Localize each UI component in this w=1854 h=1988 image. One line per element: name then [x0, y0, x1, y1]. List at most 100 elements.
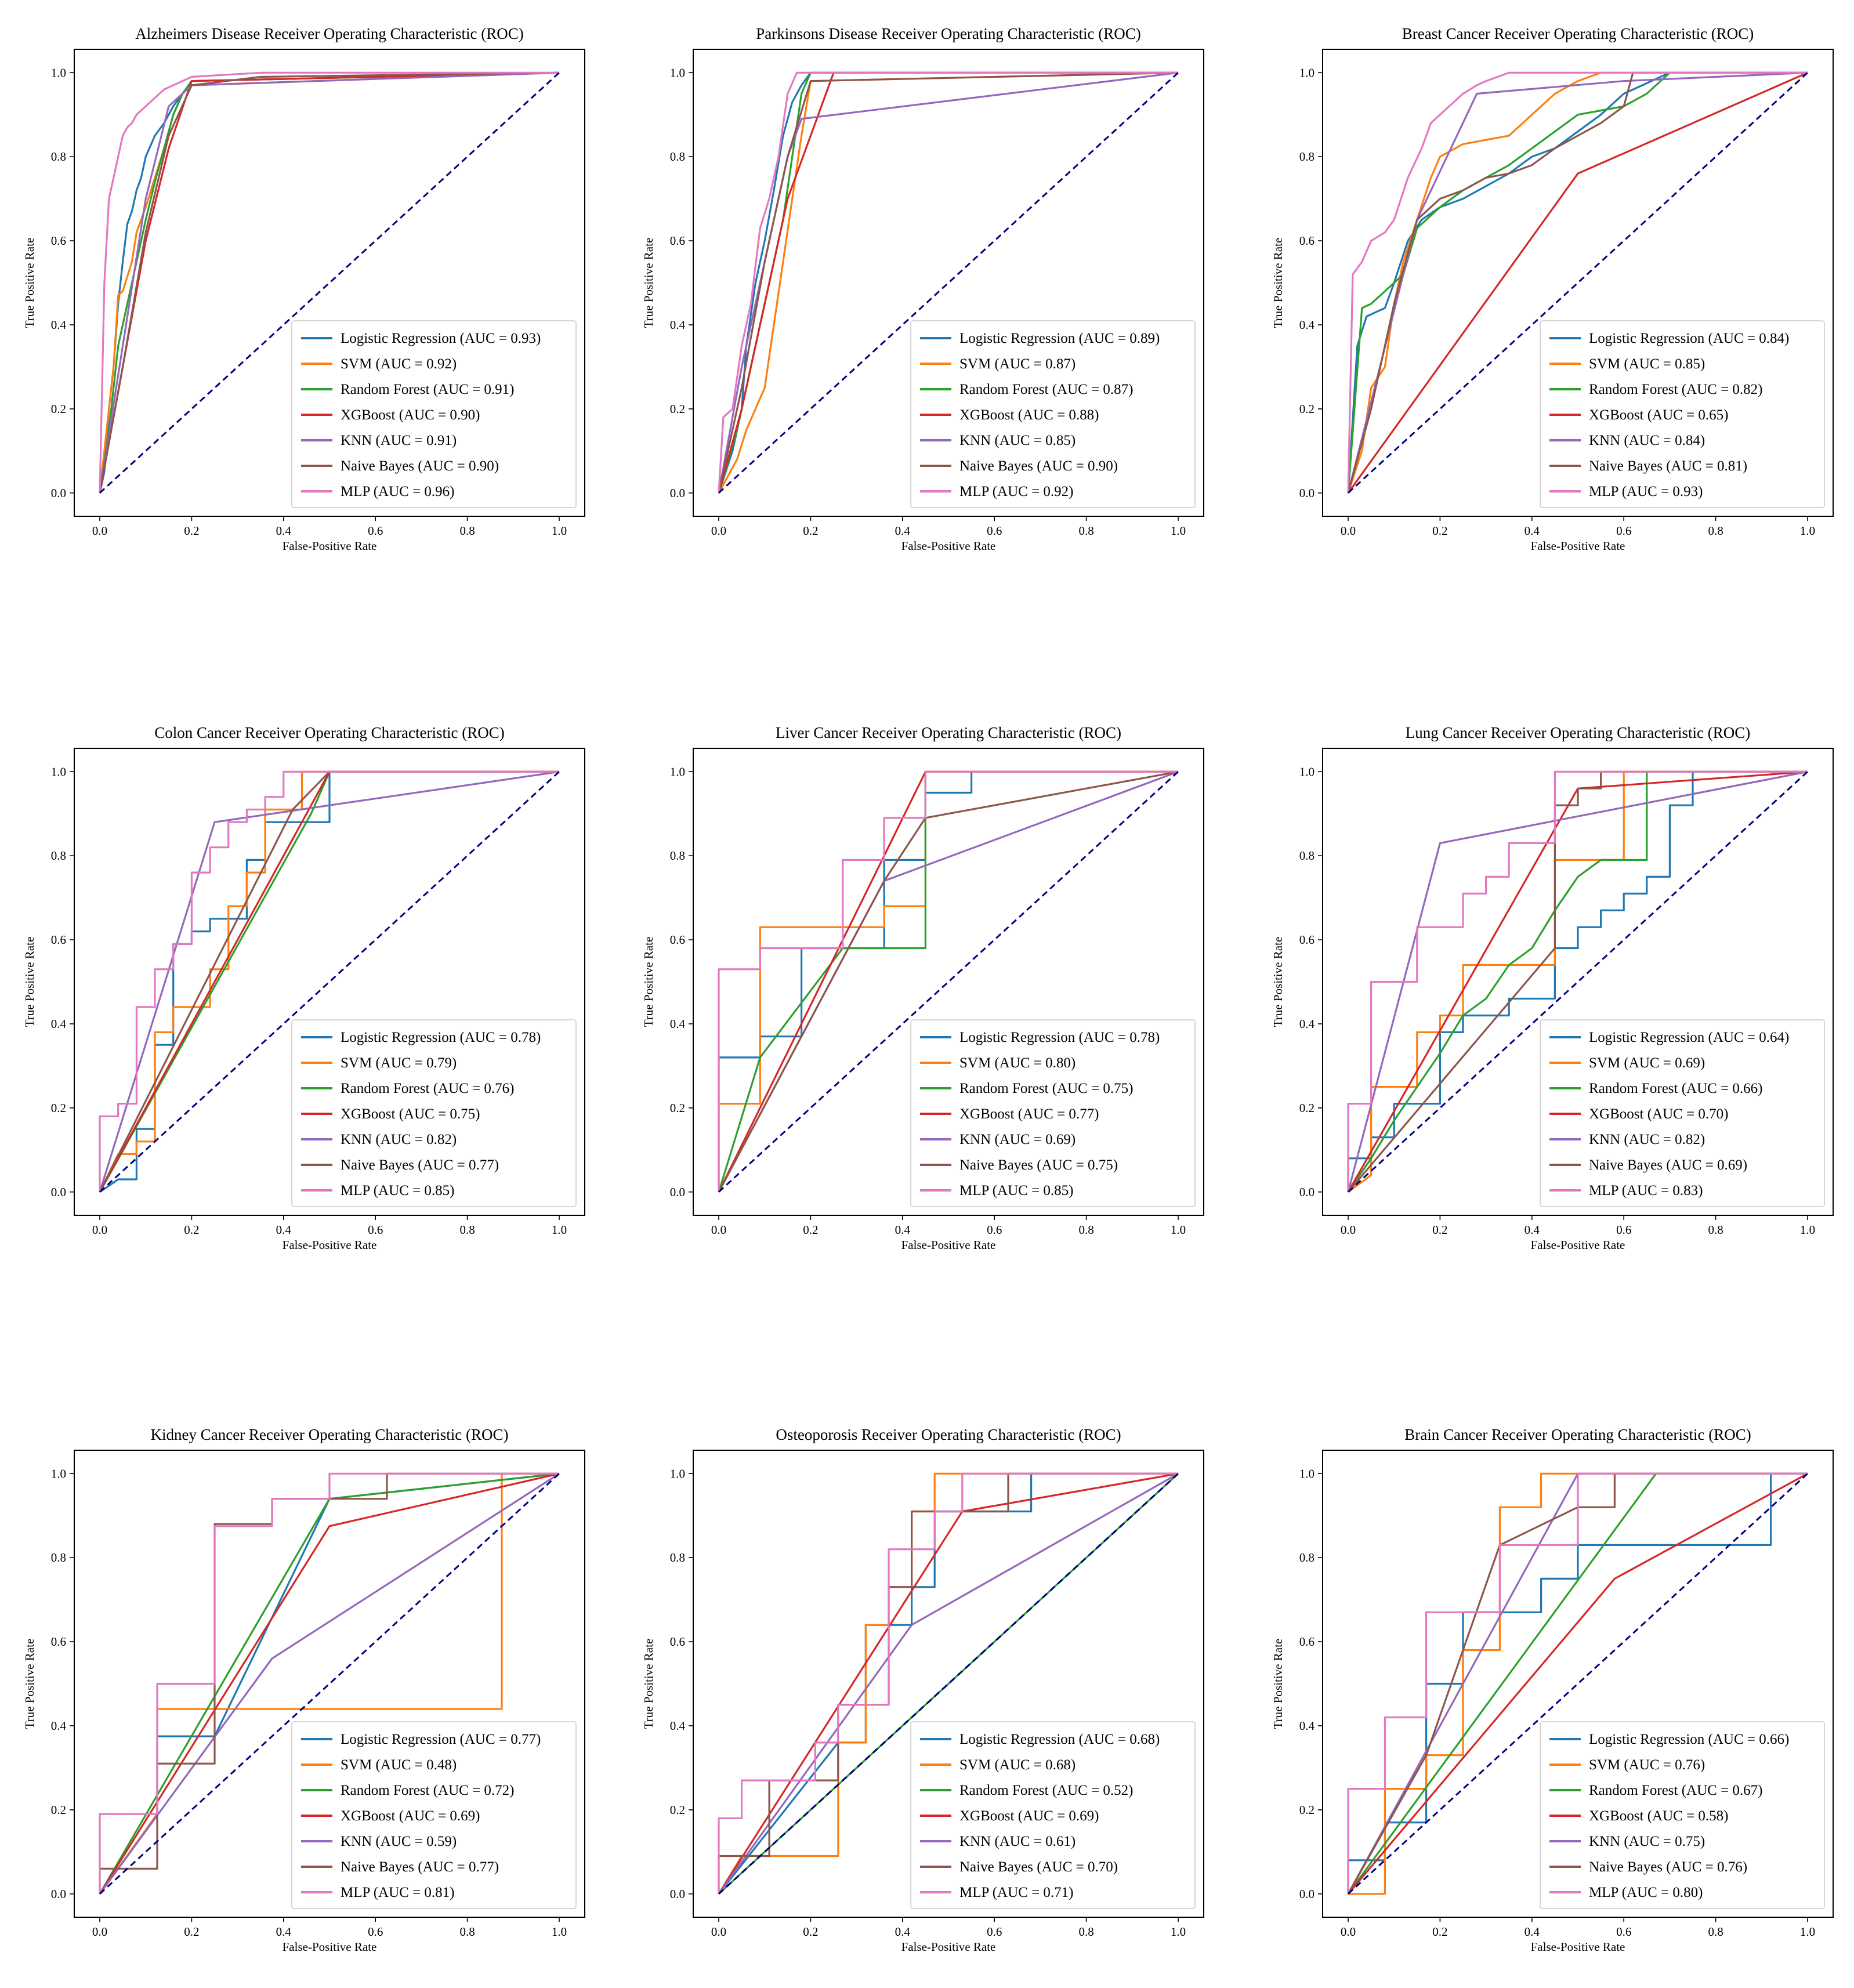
y-tick-label: 0.0: [51, 1185, 66, 1199]
legend-label: Random Forest (AUC = 0.82): [1589, 382, 1763, 397]
x-tick-label: 0.0: [711, 1223, 726, 1237]
y-tick-label: 1.0: [1299, 66, 1315, 79]
legend-label: Logistic Regression (AUC = 0.64): [1589, 1030, 1789, 1045]
y-tick-label: 0.0: [1299, 1887, 1315, 1901]
legend-label: XGBoost (AUC = 0.58): [1589, 1808, 1729, 1824]
y-tick-label: 0.8: [670, 1551, 685, 1565]
x-tick-label: 0.2: [1432, 1223, 1447, 1237]
x-tick-label: 0.0: [92, 1925, 107, 1939]
y-axis-label: True Positive Rate: [642, 1639, 656, 1729]
x-tick-label: 0.0: [1341, 1223, 1356, 1237]
y-tick-label: 0.2: [1299, 1803, 1315, 1817]
x-tick-label: 0.8: [1078, 1925, 1093, 1939]
x-tick-label: 0.4: [276, 524, 292, 538]
chart-title: Osteoporosis Receiver Operating Characte…: [776, 1426, 1121, 1443]
y-tick-label: 0.8: [51, 1551, 66, 1565]
y-tick-label: 0.6: [1299, 1635, 1315, 1649]
y-tick-label: 0.2: [1299, 402, 1315, 416]
x-tick-label: 0.6: [368, 524, 383, 538]
plot-frame: [74, 748, 585, 1216]
legend: Logistic Regression (AUC = 0.89) SVM (AUC…: [910, 320, 1196, 508]
x-tick-label: 0.2: [803, 1925, 818, 1939]
legend-label: Logistic Regression (AUC = 0.89): [959, 331, 1160, 346]
x-tick-label: 1.0: [552, 1223, 567, 1237]
x-axis-label: False-Positive Rate: [901, 539, 996, 553]
legend-label: SVM (AUC = 0.76): [1589, 1757, 1705, 1773]
roc-line-naive-bayes: [1347, 770, 1808, 1193]
y-tick-label: 1.0: [670, 1466, 685, 1480]
x-tick-label: 0.8: [1708, 524, 1723, 538]
y-tick-label: 0.4: [51, 1017, 67, 1031]
y-tick-label: 0.4: [1299, 1719, 1315, 1733]
roc-line-mlp: [1347, 1472, 1808, 1894]
roc-line-random-forest: [1347, 71, 1808, 493]
legend-label: KNN (AUC = 0.61): [959, 1834, 1076, 1849]
y-axis-label: True Positive Rate: [23, 937, 37, 1027]
legend: Logistic Regression (AUC = 0.66) SVM (AUC…: [1540, 1721, 1825, 1909]
roc-line-naive-bayes: [99, 71, 560, 494]
legend-label: XGBoost (AUC = 0.69): [341, 1808, 480, 1824]
y-axis-label: True Positive Rate: [1271, 937, 1285, 1027]
x-tick-label: 0.6: [368, 1925, 383, 1939]
legend-label: MLP (AUC = 0.96): [341, 484, 455, 499]
roc-line-mlp: [1347, 770, 1808, 1192]
plot-area: [1347, 770, 1809, 1193]
roc-line-mlp: [1347, 71, 1808, 493]
y-tick-label: 0.0: [670, 486, 685, 500]
chart-title: Liver Cancer Receiver Operating Characte…: [776, 724, 1121, 741]
legend-label: MLP (AUC = 0.92): [959, 484, 1074, 499]
y-tick-label: 0.4: [1299, 1017, 1315, 1031]
legend-label: Logistic Regression (AUC = 0.78): [341, 1030, 541, 1045]
y-tick-label: 0.6: [51, 234, 66, 248]
x-tick-label: 0.8: [1078, 524, 1093, 538]
x-tick-label: 0.0: [1341, 524, 1356, 538]
roc-line-random-forest: [718, 1473, 1179, 1895]
y-axis-label: True Positive Rate: [1271, 238, 1285, 328]
y-tick-label: 1.0: [51, 1466, 66, 1480]
y-axis-label: True Positive Rate: [642, 238, 656, 328]
legend: Logistic Regression (AUC = 0.78) SVM (AUC…: [910, 1019, 1196, 1207]
y-tick-label: 0.8: [51, 150, 66, 164]
x-tick-label: 0.6: [987, 1223, 1002, 1237]
roc-chart-9: Brain Cancer Receiver Operating Characte…: [1271, 1426, 1834, 1954]
legend-label: Random Forest (AUC = 0.91): [341, 382, 515, 397]
roc-line-random-forest: [1347, 770, 1808, 1193]
plot-frame: [693, 748, 1204, 1216]
chart-title: Breast Cancer Receiver Operating Charact…: [1402, 25, 1754, 42]
x-tick-label: 1.0: [1800, 524, 1815, 538]
y-tick-label: 0.6: [51, 933, 66, 947]
y-tick-label: 0.6: [1299, 933, 1315, 947]
x-axis-label: False-Positive Rate: [283, 539, 377, 553]
x-axis-label: False-Positive Rate: [1531, 1940, 1625, 1954]
legend-label: Naive Bayes (AUC = 0.75): [959, 1157, 1118, 1173]
y-tick-label: 0.2: [1299, 1101, 1315, 1115]
roc-line-svm: [1348, 1472, 1808, 1895]
x-tick-label: 0.2: [184, 1223, 199, 1237]
y-tick-label: 0.4: [670, 318, 686, 332]
roc-chart-2: Parkinsons Disease Receiver Operating Ch…: [642, 25, 1204, 553]
legend-label: Logistic Regression (AUC = 0.66): [1589, 1732, 1789, 1747]
plot-frame: [1322, 748, 1834, 1216]
y-tick-label: 0.2: [670, 1101, 685, 1115]
y-tick-label: 1.0: [1299, 765, 1315, 778]
x-tick-label: 0.8: [459, 524, 475, 538]
x-tick-label: 0.4: [276, 1925, 292, 1939]
roc-line-knn: [99, 770, 560, 1193]
roc-chart-1: Alzheimers Disease Receiver Operating Ch…: [23, 25, 585, 553]
y-tick-label: 1.0: [1299, 1466, 1315, 1480]
chart-title: Brain Cancer Receiver Operating Characte…: [1404, 1426, 1751, 1443]
legend-label: Random Forest (AUC = 0.87): [959, 382, 1134, 397]
y-tick-label: 0.8: [1299, 1551, 1315, 1565]
legend-label: Logistic Regression (AUC = 0.77): [341, 1732, 541, 1747]
y-tick-label: 0.0: [670, 1185, 685, 1199]
legend-label: KNN (AUC = 0.84): [1589, 433, 1705, 448]
legend-label: Random Forest (AUC = 0.52): [959, 1783, 1134, 1798]
roc-line-knn: [99, 71, 560, 494]
legend-label: Logistic Regression (AUC = 0.84): [1589, 331, 1789, 346]
x-tick-label: 0.0: [92, 524, 107, 538]
legend-label: Random Forest (AUC = 0.72): [341, 1783, 515, 1798]
roc-chart-5: Liver Cancer Receiver Operating Characte…: [642, 724, 1204, 1252]
legend-label: Naive Bayes (AUC = 0.81): [1589, 458, 1747, 474]
x-tick-label: 0.4: [276, 1223, 292, 1237]
